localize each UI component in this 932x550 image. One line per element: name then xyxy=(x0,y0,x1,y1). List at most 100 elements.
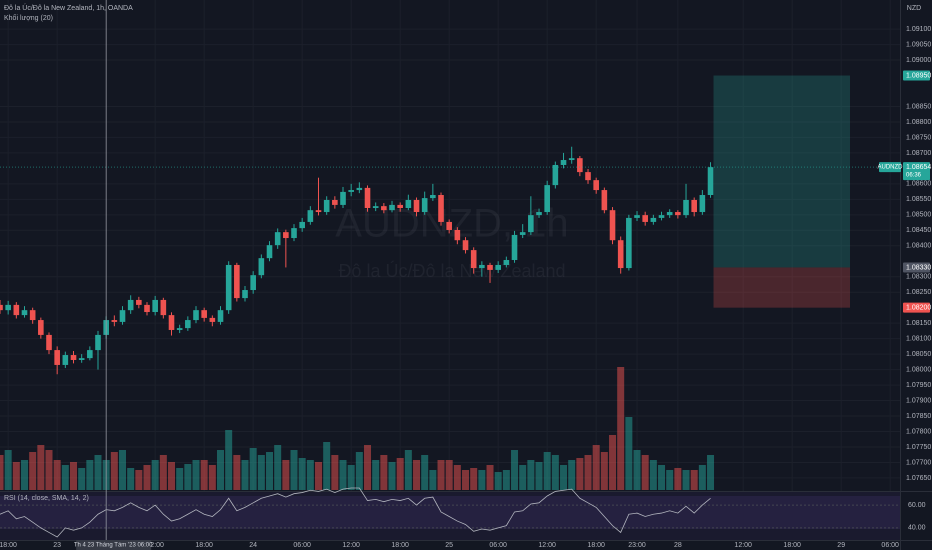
rsi-pane xyxy=(0,492,900,540)
volume-bar xyxy=(282,460,290,490)
candle-body xyxy=(438,195,444,222)
volume-bar xyxy=(208,465,216,490)
x-tick-label: 23:00 xyxy=(628,542,646,549)
x-tick-label: 12:00 xyxy=(734,542,752,549)
candle-body xyxy=(585,172,591,181)
x-tick-label: 18:00 xyxy=(0,542,17,549)
volume-bar xyxy=(658,465,666,490)
volume-bar xyxy=(257,455,265,490)
y-tick-label: 1.07800 xyxy=(906,428,931,435)
candle-body xyxy=(266,245,273,259)
candle-body xyxy=(217,310,224,322)
candle-body xyxy=(323,199,330,213)
volume-bar xyxy=(135,470,143,490)
volume-bar xyxy=(494,472,502,490)
candle-body xyxy=(707,167,714,196)
volume-bar xyxy=(37,445,45,490)
target-price-label: 1.08950 xyxy=(906,72,931,79)
candle-body xyxy=(495,264,501,270)
volume-bar xyxy=(233,455,241,490)
x-tick-label: 06:00 xyxy=(489,542,507,549)
y-tick-label: 1.08450 xyxy=(906,227,931,234)
candle-body xyxy=(430,195,436,199)
y-tick-label: 1.08550 xyxy=(906,196,931,203)
watermark-description: Đô la Úc/Đô la New Zealand xyxy=(338,260,565,281)
volume-bar xyxy=(315,462,323,490)
volume-bar xyxy=(168,462,176,490)
x-tick-label: 18:00 xyxy=(195,542,213,549)
candle-body xyxy=(593,180,599,191)
currency[interactable]: NZD xyxy=(907,5,921,12)
symbol-tag: AUDNZD xyxy=(878,165,904,171)
candle-body xyxy=(201,310,207,318)
candle-body xyxy=(152,299,158,313)
rsi-tick-label: 40.00 xyxy=(908,525,926,532)
candle-body xyxy=(364,187,371,209)
rsi-band xyxy=(0,496,900,529)
x-tick-label: 29 xyxy=(837,542,845,549)
volume-bar xyxy=(119,450,127,490)
candle-body xyxy=(650,217,657,222)
candle-body xyxy=(283,232,289,239)
volume-bar xyxy=(127,468,135,490)
candle-body xyxy=(274,232,281,246)
y-tick-label: 1.08600 xyxy=(906,181,931,188)
y-tick-label: 1.07900 xyxy=(906,397,931,404)
candle-body xyxy=(225,264,232,311)
y-tick-label: 1.08500 xyxy=(906,212,931,219)
candle-body xyxy=(340,191,346,205)
candle-body xyxy=(609,210,616,241)
candle-body xyxy=(250,275,256,291)
volume-bar xyxy=(698,465,706,490)
volume-bar xyxy=(298,458,306,490)
volume-bar xyxy=(274,445,282,490)
x-tick-label: 25 xyxy=(445,542,453,549)
volume-bar xyxy=(633,450,641,490)
candle-body xyxy=(642,215,648,222)
candle-body xyxy=(332,199,338,205)
candle-body xyxy=(691,199,697,213)
candle-body xyxy=(168,315,175,330)
watermark-symbol: AUDNZD, 1h xyxy=(335,202,568,246)
volume-bar xyxy=(241,460,249,490)
y-tick-label: 1.08000 xyxy=(906,366,931,373)
rsi-line xyxy=(0,487,711,538)
y-tick-label: 1.08300 xyxy=(906,274,931,281)
candle-body xyxy=(446,221,452,230)
y-tick-label: 1.08050 xyxy=(906,351,931,358)
y-tick-label: 1.08150 xyxy=(906,320,931,327)
volume-bar xyxy=(625,417,633,490)
volume-bar xyxy=(519,465,527,490)
candle-body xyxy=(127,299,134,311)
volume-bar xyxy=(445,460,453,490)
candle-body xyxy=(29,310,36,321)
candle-body xyxy=(315,210,322,213)
candle-body xyxy=(13,304,20,316)
volume-bar xyxy=(690,470,698,490)
volume-bar xyxy=(592,445,600,490)
x-tick-label: 18:00 xyxy=(587,542,605,549)
candle-body xyxy=(144,304,150,313)
candle-body xyxy=(519,232,526,235)
volume-bar xyxy=(388,462,396,490)
candle-body xyxy=(78,358,85,360)
volume-bar xyxy=(609,435,617,490)
candle-body xyxy=(111,320,118,322)
volume-bar xyxy=(217,450,225,490)
volume-bar xyxy=(502,470,510,490)
entry-price-label: 1.08330 xyxy=(906,264,931,271)
volume-bar xyxy=(372,460,380,490)
y-tick-label: 1.09000 xyxy=(906,57,931,64)
volume-bar xyxy=(331,455,339,490)
volume-bar xyxy=(421,455,429,490)
candle-body xyxy=(626,217,632,269)
volume-bar xyxy=(617,367,625,490)
candle-body xyxy=(87,350,93,359)
candle-body xyxy=(683,199,689,216)
stop-price-label-bg xyxy=(903,302,930,313)
candle-body xyxy=(666,212,673,216)
volume-bar xyxy=(404,450,412,490)
candle-body xyxy=(405,199,412,209)
x-tick-label: 12:00 xyxy=(342,542,360,549)
volume-bar xyxy=(535,462,543,490)
